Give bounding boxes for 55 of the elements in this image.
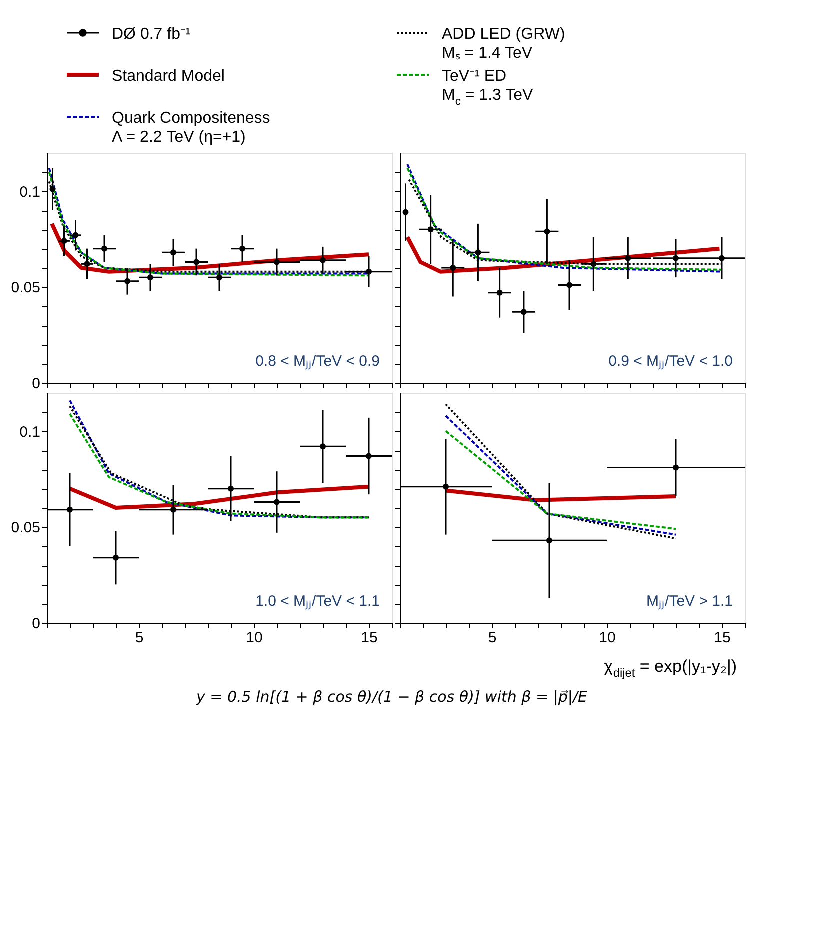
y-tick-label: 0.1: [20, 184, 40, 201]
point: [320, 257, 326, 264]
y-tick-label: 0: [32, 376, 40, 392]
x-tick-label: 5: [488, 630, 497, 646]
point: [366, 268, 372, 275]
point: [366, 453, 372, 460]
point: [113, 554, 119, 561]
x-tick-label: 15: [361, 630, 378, 646]
legend-label: ADD LED (GRW) Mₛ = 1.4 TeV: [442, 26, 566, 62]
point: [50, 186, 56, 192]
point: [61, 238, 68, 244]
point: [170, 250, 176, 256]
x-tick-label: 10: [599, 630, 616, 646]
annotation: 1.0 < Mⱼⱼ/TeV < 1.1: [256, 593, 380, 610]
point: [240, 246, 246, 252]
x-tick-label: 10: [246, 630, 263, 646]
point: [216, 274, 222, 281]
legend-label: DØ 0.7 fb⁻¹: [112, 26, 191, 43]
point: [72, 232, 79, 238]
point: [67, 506, 73, 513]
point: [274, 259, 280, 266]
y-tick-label: 0.1: [20, 424, 40, 441]
point: [228, 486, 234, 492]
legend-label: Quark Compositeness Λ = 2.2 TeV (η=+1): [112, 110, 270, 146]
annotation: Mⱼⱼ/TeV > 1.1: [646, 593, 733, 610]
y-tick-label: 0.05: [11, 280, 40, 297]
point: [590, 261, 597, 268]
annotation: 0.9 < Mⱼⱼ/TeV < 1.0: [608, 353, 733, 370]
point: [544, 228, 550, 235]
point: [84, 261, 90, 268]
point: [450, 265, 456, 271]
point: [148, 274, 154, 281]
point: [566, 282, 573, 288]
point: [274, 499, 280, 506]
point: [320, 444, 326, 450]
x-tick-label: 15: [714, 630, 731, 646]
x-tick-label: 5: [135, 630, 144, 646]
point: [719, 255, 725, 262]
point: [124, 278, 130, 284]
point: [625, 255, 632, 262]
annotation: 0.8 < Mⱼⱼ/TeV < 0.9: [256, 353, 380, 370]
y-tick-label: 0.05: [11, 520, 40, 537]
point: [496, 290, 503, 296]
point: [673, 255, 679, 262]
legend-label: Standard Model: [112, 68, 225, 85]
point: [428, 226, 434, 233]
line-series: [68, 484, 371, 510]
point: [102, 246, 108, 252]
point: [170, 506, 176, 513]
point: [402, 209, 409, 216]
text: y = 0.5 ln[(1 + β cos θ)/(1 − β cos θ)] with β = |p⃗|/E: [196, 688, 588, 706]
point: [475, 250, 482, 256]
point: [520, 309, 527, 316]
point: [194, 259, 200, 266]
y-tick-label: 0: [32, 616, 40, 632]
